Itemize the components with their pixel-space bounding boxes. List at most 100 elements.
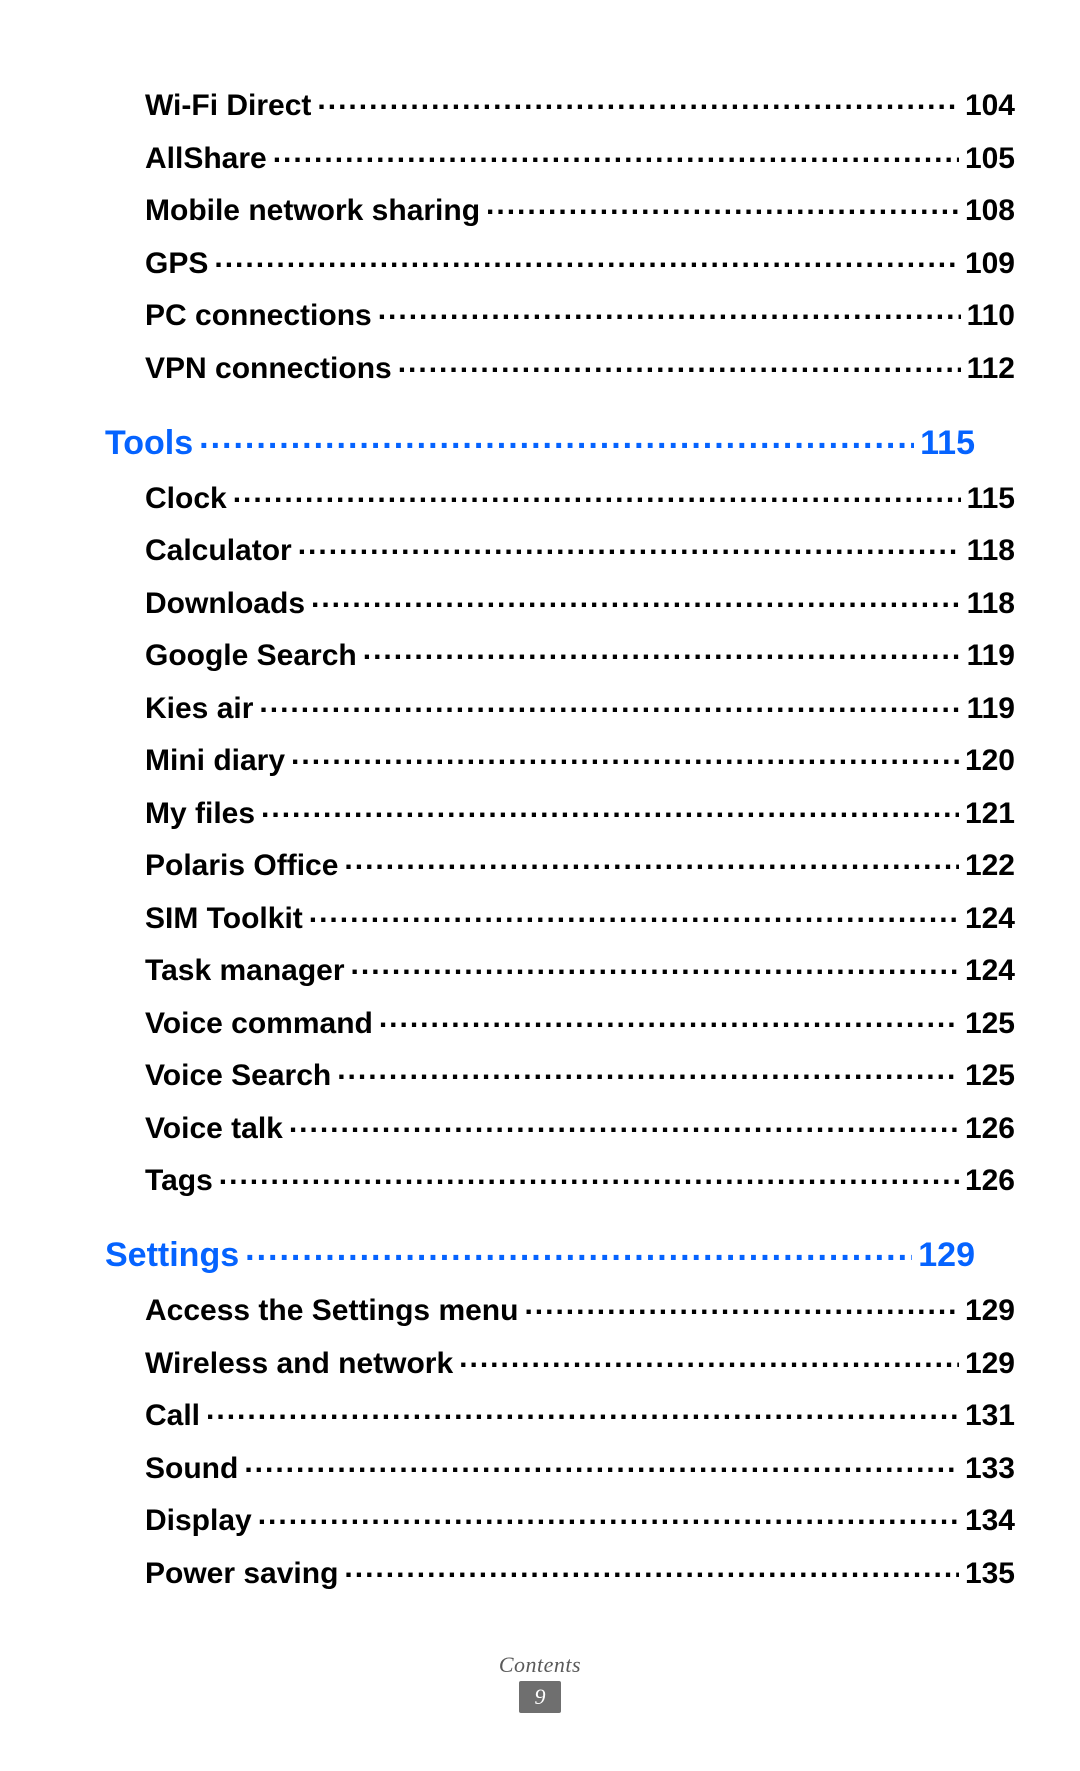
toc-entry-page: 135 xyxy=(959,1559,1015,1589)
toc-leader-dots xyxy=(398,348,961,378)
document-page: Wi-Fi Direct 104 AllShare 105 Mobile netwo… xyxy=(0,0,1080,1771)
toc-entry-link[interactable]: GPS 109 xyxy=(145,243,1015,279)
toc-entry-page: 108 xyxy=(959,196,1015,226)
toc-entry-link[interactable]: Access the Settings menu 129 xyxy=(145,1290,1015,1326)
toc-entry-page: 126 xyxy=(959,1166,1015,1196)
toc-leader-dots xyxy=(378,295,961,325)
toc-leader-dots xyxy=(214,243,959,273)
toc-entry-label: Tags xyxy=(145,1166,219,1196)
toc-entry-page: 118 xyxy=(961,589,1015,619)
toc-entry-link[interactable]: Kies air 119 xyxy=(145,688,1015,724)
toc-entry-page: 112 xyxy=(961,354,1015,384)
toc-entry-label: Task manager xyxy=(145,956,351,986)
toc-entry-link[interactable]: Power saving 135 xyxy=(145,1553,1015,1589)
toc-leader-dots xyxy=(298,530,961,560)
toc-leader-dots xyxy=(363,635,961,665)
toc-entry-link[interactable]: Voice Search 125 xyxy=(145,1055,1015,1091)
toc-entry-label: Wireless and network xyxy=(145,1349,459,1379)
toc-leader-dots xyxy=(259,688,960,718)
toc-entry-page: 109 xyxy=(959,249,1015,279)
toc-leader-dots xyxy=(291,740,959,770)
toc-entry-label: My files xyxy=(145,799,261,829)
toc-entry-label: Sound xyxy=(145,1454,244,1484)
toc-entry-page: 125 xyxy=(959,1009,1015,1039)
toc-entry-page: 129 xyxy=(959,1349,1015,1379)
toc-entry-page: 115 xyxy=(961,484,1015,514)
toc-entry-link[interactable]: Clock 115 xyxy=(145,478,1015,514)
page-number-badge: 9 xyxy=(519,1681,561,1713)
toc-entry-label: Settings xyxy=(105,1238,245,1272)
toc-entry-label: SIM Toolkit xyxy=(145,904,309,934)
page-number: 9 xyxy=(535,1684,546,1710)
toc-entry-link[interactable]: Tags 126 xyxy=(145,1160,1015,1196)
toc-entry-label: Voice talk xyxy=(145,1114,289,1144)
toc-entry-page: 124 xyxy=(959,956,1015,986)
toc-entry-page: 129 xyxy=(959,1296,1015,1326)
toc-entry-label: Google Search xyxy=(145,641,363,671)
toc-entry-page: 122 xyxy=(959,851,1015,881)
toc-entry-page: 125 xyxy=(959,1061,1015,1091)
toc-leader-dots xyxy=(273,138,959,168)
toc-entry-link[interactable]: Mini diary 120 xyxy=(145,740,1015,776)
table-of-contents: Wi-Fi Direct 104AllShare 105Mobile netwo… xyxy=(105,85,975,1589)
toc-entry-link[interactable]: Mobile network sharing 108 xyxy=(145,190,1015,226)
toc-leader-dots xyxy=(337,1055,959,1085)
toc-entry-page: 104 xyxy=(959,91,1015,121)
toc-entry-label: Voice command xyxy=(145,1009,379,1039)
toc-entry-label: Polaris Office xyxy=(145,851,344,881)
toc-leader-dots xyxy=(524,1290,958,1320)
toc-entry-link[interactable]: Downloads 118 xyxy=(145,583,1015,619)
toc-leader-dots xyxy=(379,1003,959,1033)
toc-entry-link[interactable]: VPN connections 112 xyxy=(145,348,1015,384)
toc-entry-label: Kies air xyxy=(145,694,259,724)
toc-leader-dots xyxy=(344,845,959,875)
toc-leader-dots xyxy=(289,1108,959,1138)
toc-leader-dots xyxy=(311,583,961,613)
toc-entry-link[interactable]: Google Search 119 xyxy=(145,635,1015,671)
toc-entry-link[interactable]: Task manager 124 xyxy=(145,950,1015,986)
toc-entry-label: Clock xyxy=(145,484,233,514)
toc-section-link[interactable]: Tools 115 xyxy=(105,420,975,460)
toc-entry-page: 131 xyxy=(959,1401,1015,1431)
toc-entry-link[interactable]: Display 134 xyxy=(145,1500,1015,1536)
toc-leader-dots xyxy=(309,898,959,928)
toc-leader-dots xyxy=(261,793,959,823)
toc-leader-dots xyxy=(486,190,959,220)
toc-entry-link[interactable]: Voice talk 126 xyxy=(145,1108,1015,1144)
toc-entry-label: PC connections xyxy=(145,301,378,331)
toc-entry-label: Display xyxy=(145,1506,258,1536)
toc-entry-link[interactable]: Voice command 125 xyxy=(145,1003,1015,1039)
toc-entry-page: 110 xyxy=(961,301,1015,331)
toc-leader-dots xyxy=(351,950,959,980)
toc-entry-link[interactable]: Sound 133 xyxy=(145,1448,1015,1484)
toc-entry-link[interactable]: SIM Toolkit 124 xyxy=(145,898,1015,934)
toc-entry-page: 115 xyxy=(914,426,975,460)
toc-leader-dots xyxy=(459,1343,959,1373)
toc-entry-link[interactable]: Calculator 118 xyxy=(145,530,1015,566)
toc-entry-label: VPN connections xyxy=(145,354,398,384)
toc-entry-label: Downloads xyxy=(145,589,311,619)
toc-entry-page: 134 xyxy=(959,1506,1015,1536)
toc-entry-label: Voice Search xyxy=(145,1061,337,1091)
toc-entry-label: Wi-Fi Direct xyxy=(145,91,317,121)
toc-leader-dots xyxy=(244,1448,959,1478)
page-footer: Contents 9 xyxy=(0,1652,1080,1713)
toc-leader-dots xyxy=(206,1395,959,1425)
toc-entry-link[interactable]: My files 121 xyxy=(145,793,1015,829)
toc-entry-link[interactable]: Polaris Office 122 xyxy=(145,845,1015,881)
toc-entry-link[interactable]: Call 131 xyxy=(145,1395,1015,1431)
toc-leader-dots xyxy=(245,1232,912,1266)
toc-leader-dots xyxy=(317,85,959,115)
toc-entry-page: 118 xyxy=(961,536,1015,566)
toc-entry-page: 121 xyxy=(959,799,1015,829)
toc-entry-label: Calculator xyxy=(145,536,298,566)
toc-entry-link[interactable]: Wireless and network 129 xyxy=(145,1343,1015,1379)
toc-entry-link[interactable]: Wi-Fi Direct 104 xyxy=(145,85,1015,121)
toc-entry-label: AllShare xyxy=(145,144,273,174)
toc-leader-dots xyxy=(344,1553,959,1583)
toc-leader-dots xyxy=(258,1500,959,1530)
footer-section-label: Contents xyxy=(0,1652,1080,1678)
toc-section-link[interactable]: Settings 129 xyxy=(105,1232,975,1272)
toc-entry-link[interactable]: AllShare 105 xyxy=(145,138,1015,174)
toc-entry-link[interactable]: PC connections 110 xyxy=(145,295,1015,331)
